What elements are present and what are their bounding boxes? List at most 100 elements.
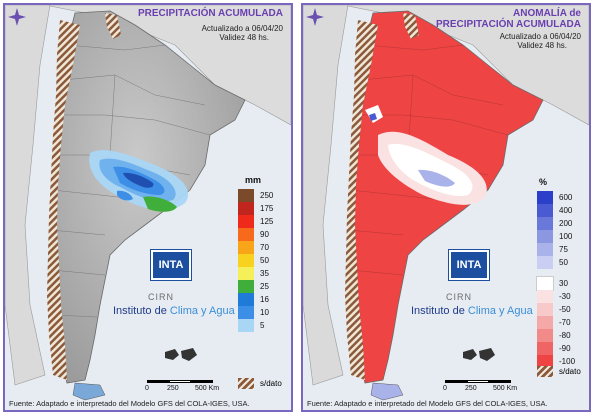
institute-highlight: Clima y Agua: [467, 305, 533, 317]
nodata-label: s/dato: [260, 379, 282, 388]
malvinas-islands: [463, 348, 495, 361]
legend-label: 75: [559, 245, 568, 254]
legend-label: 600: [559, 193, 573, 202]
legend-row: -80: [537, 329, 581, 342]
legend-label: 5: [260, 321, 265, 330]
precipitation-map-panel: PRECIPITACIÓN ACUMULADA Actualizado a 06…: [3, 3, 293, 412]
title-line-2: PRECIPITACIÓN ACUMULADA: [436, 19, 581, 30]
map-title: PRECIPITACIÓN ACUMULADA: [138, 8, 283, 19]
map-title: ANOMALÍA de PRECIPITACIÓN ACUMULADA: [436, 8, 581, 30]
legend-label: 250: [260, 191, 274, 200]
anomaly-legend: 600 400 200 100 75 50 30 -30 -50 -70 -80 -90 -100: [536, 191, 581, 368]
nodata-swatch: [238, 378, 254, 389]
legend-swatch: [238, 228, 254, 241]
title-line-1: ANOMALÍA de: [513, 8, 581, 19]
legend-row: -100: [537, 355, 581, 368]
legend-row: 200: [537, 217, 581, 230]
anomaly-area: [365, 105, 487, 205]
legend-label: 25: [260, 282, 269, 291]
legend-swatch: [537, 204, 553, 217]
legend-swatch: [238, 254, 254, 267]
legend-label: -30: [559, 292, 571, 301]
legend-label: -50: [559, 305, 571, 314]
institute-prefix: Instituto de: [411, 305, 468, 317]
scale-0: 0: [145, 385, 149, 392]
legend-row: 125: [238, 215, 282, 228]
legend-row: 50: [537, 256, 581, 269]
validity-text: Validez 48 hs.: [517, 41, 567, 50]
legend-swatch: [537, 217, 553, 230]
legend-swatch: [537, 191, 553, 204]
legend-swatch: [238, 215, 254, 228]
legend-label: 175: [260, 204, 274, 213]
legend-label: 200: [559, 219, 573, 228]
legend-label: 70: [260, 243, 269, 252]
legend-label: 16: [260, 295, 269, 304]
legend-label: 90: [260, 230, 269, 239]
legend-row: 400: [537, 204, 581, 217]
legend-label: 35: [260, 269, 269, 278]
legend-row: -70: [537, 316, 581, 329]
legend-row: -30: [537, 290, 581, 303]
legend-swatch: [537, 303, 553, 316]
legend-swatch: [238, 293, 254, 306]
updated-text: Actualizado a 06/04/20: [499, 32, 581, 41]
precipitation-legend: 250 175 125 90 70 50 35 25 16 10 5: [238, 189, 282, 332]
title-line: PRECIPITACIÓN ACUMULADA: [138, 8, 283, 19]
nodata-legend: s/dato: [537, 366, 581, 377]
legend-row: 175: [238, 202, 282, 215]
legend-row: 100: [537, 230, 581, 243]
institute-prefix: Instituto de: [113, 305, 170, 317]
precipitation-area: [89, 150, 189, 212]
legend-swatch: [537, 256, 553, 269]
legend-swatch: [537, 342, 553, 355]
anomaly-map-panel: ANOMALÍA de PRECIPITACIÓN ACUMULADA Actu…: [301, 3, 591, 412]
nodata-swatch: [537, 366, 553, 377]
legend-swatch: [238, 319, 254, 332]
nodata-legend: s/dato: [238, 378, 282, 389]
legend-row: 10: [238, 306, 282, 319]
legend-swatch: [537, 243, 553, 256]
institute-highlight: Clima y Agua: [169, 305, 235, 317]
legend-label: 100: [559, 232, 573, 241]
legend-swatch: [238, 267, 254, 280]
legend-row: 600: [537, 191, 581, 204]
nodata-label: s/dato: [559, 367, 581, 376]
institute-name: Instituto de Clima y Agua: [113, 305, 235, 317]
legend-row: 50: [238, 254, 282, 267]
legend-label: 50: [559, 258, 568, 267]
legend-row: 250: [238, 189, 282, 202]
legend-swatch: [537, 290, 553, 303]
cirn-label: CIRN: [446, 292, 472, 302]
legend-row: 90: [238, 228, 282, 241]
legend-unit: %: [539, 177, 548, 187]
legend-swatch: [238, 189, 254, 202]
legend-label: 30: [559, 279, 568, 288]
legend-row: -50: [537, 303, 581, 316]
scale-500: 500 Km: [493, 385, 518, 392]
scale-500: 500 Km: [195, 385, 220, 392]
legend-row: 70: [238, 241, 282, 254]
anomaly-map: [303, 5, 589, 410]
legend-swatch: [537, 355, 553, 368]
legend-swatch: [238, 306, 254, 319]
updated-text: Actualizado a 06/04/20: [201, 24, 283, 33]
legend-swatch: [537, 329, 553, 342]
source-footer: Fuente: Adaptado e interpretado del Mode…: [9, 399, 250, 408]
legend-row: 25: [238, 280, 282, 293]
legend-row: 35: [238, 267, 282, 280]
legend-row: 30: [536, 276, 581, 291]
scale-250: 250: [167, 385, 179, 392]
legend-row: 16: [238, 293, 282, 306]
legend-label: 125: [260, 217, 274, 226]
scale-0: 0: [443, 385, 447, 392]
legend-row: 75: [537, 243, 581, 256]
legend-label: -100: [559, 357, 576, 366]
legend-label: 400: [559, 206, 573, 215]
validity-text: Validez 48 hs.: [219, 33, 269, 42]
legend-label: 50: [260, 256, 269, 265]
cirn-label: CIRN: [148, 292, 174, 302]
scale-250: 250: [465, 385, 477, 392]
compass-icon: [306, 8, 324, 26]
legend-swatch: [537, 316, 553, 329]
